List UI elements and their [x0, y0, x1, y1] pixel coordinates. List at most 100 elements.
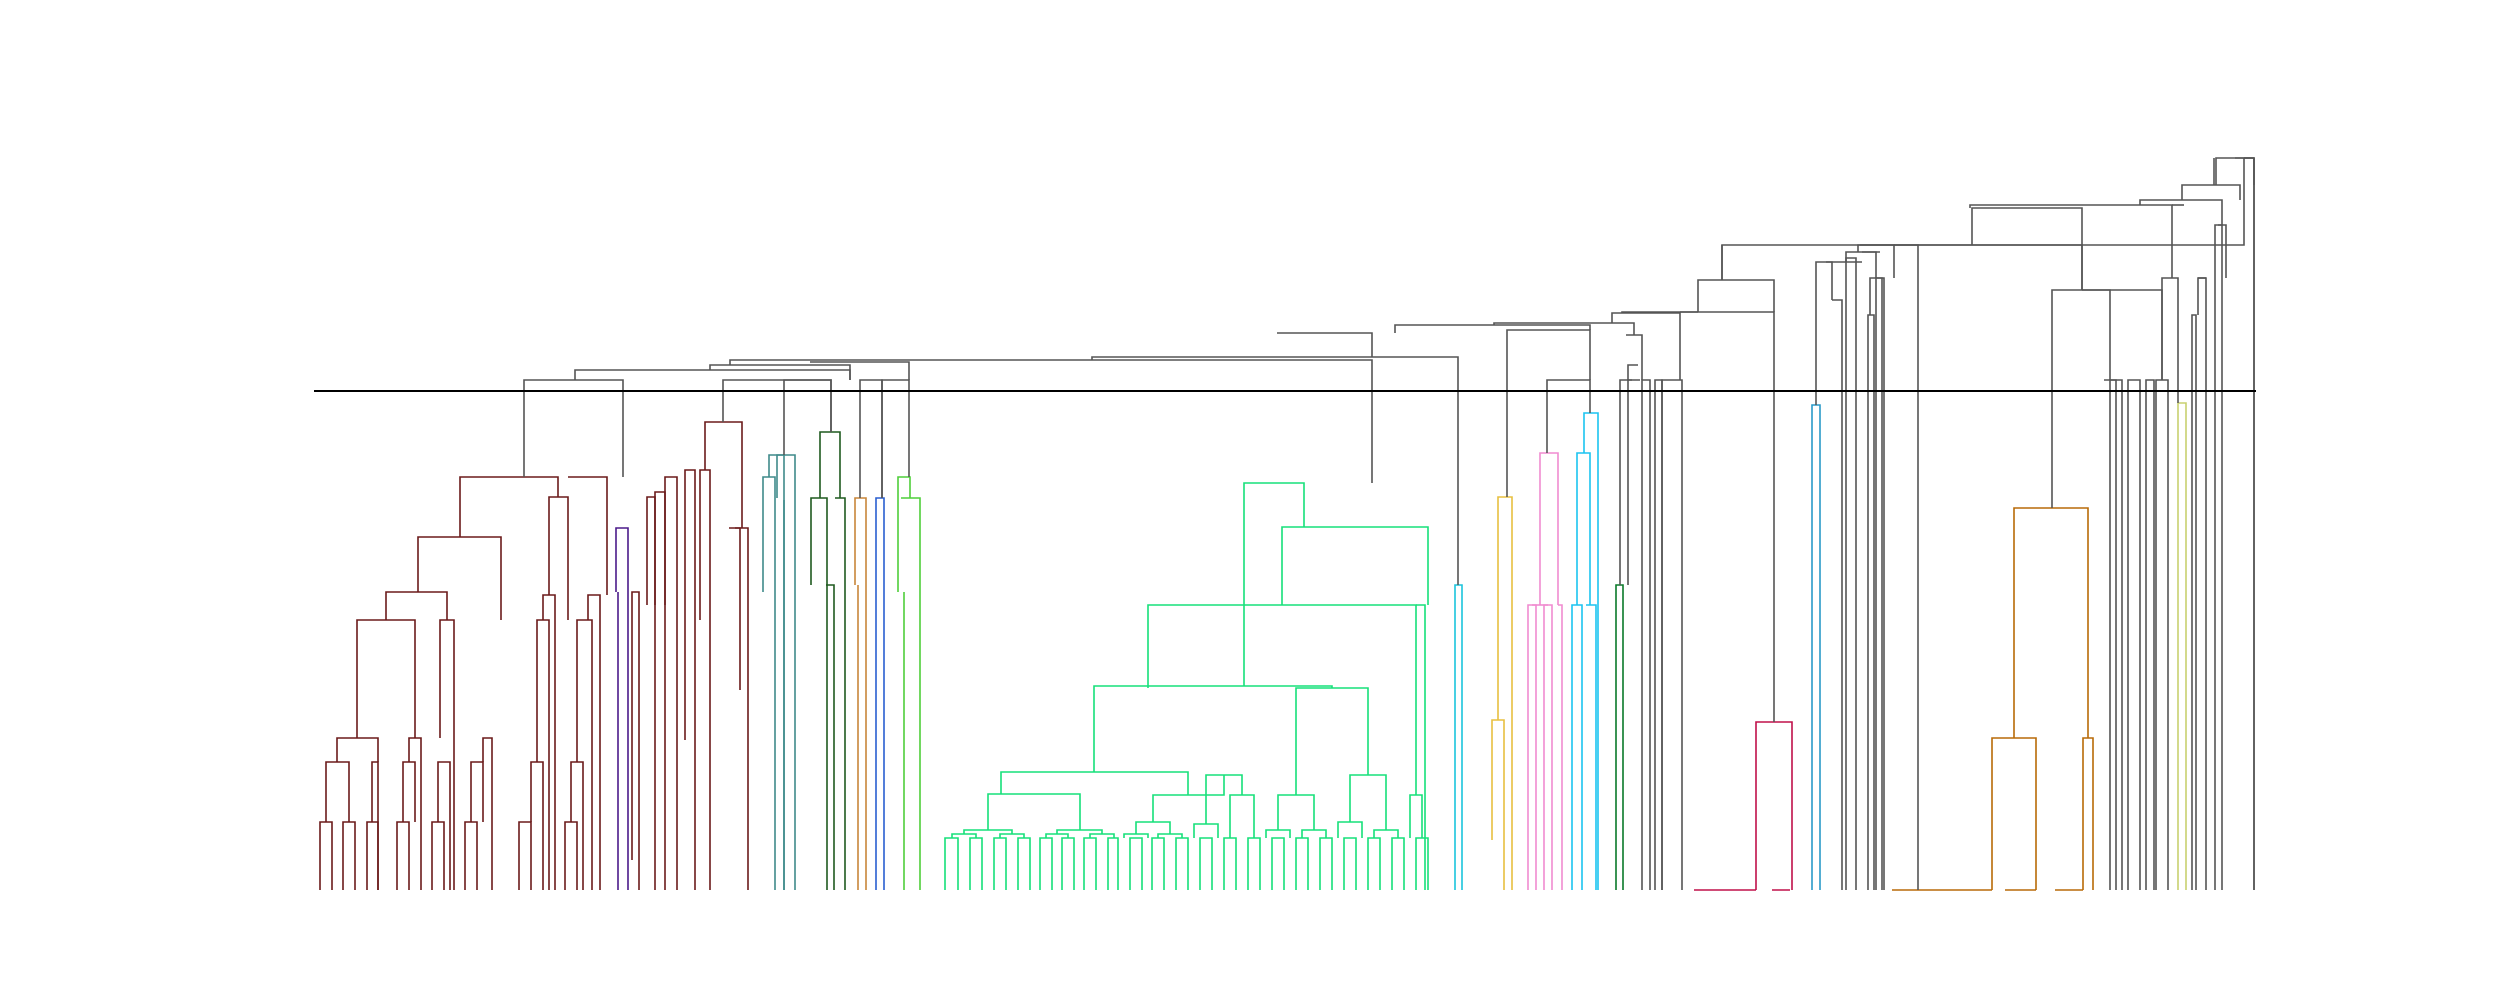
dendrogram-link [2082, 737, 2094, 890]
dendrogram-link [1373, 829, 1399, 838]
dendrogram-link [548, 496, 569, 620]
dendrogram-link [2161, 277, 2179, 403]
dendrogram-link [783, 379, 832, 455]
dendrogram-link [1391, 837, 1405, 890]
dendrogram-link [1621, 311, 1775, 722]
dendrogram-link [576, 619, 593, 890]
dendrogram-link [1815, 261, 1833, 405]
dendrogram-link [459, 476, 559, 537]
dendrogram-link [654, 491, 666, 890]
dendrogram-link [2197, 277, 2207, 890]
dendrogram-link [1894, 244, 1919, 890]
dendrogram-link [1558, 604, 1563, 890]
dendrogram-link [1091, 356, 1459, 585]
dendrogram-link [897, 476, 911, 592]
dendrogram-link [987, 793, 1081, 830]
dendrogram-link [1619, 379, 1640, 585]
dendrogram-link [482, 737, 493, 890]
dendrogram-link [2155, 379, 2169, 890]
dendrogram-link [1845, 251, 1877, 278]
dendrogram-link [1319, 837, 1333, 890]
dendrogram-link [1093, 685, 1333, 772]
dendrogram-link [574, 369, 851, 380]
dendrogram-link [1039, 837, 1053, 890]
dendrogram-link [1151, 837, 1165, 890]
dendrogram-link [2177, 402, 2187, 890]
dendrogram-link [356, 619, 416, 738]
dendrogram-link [2013, 507, 2089, 738]
dendrogram-link [854, 497, 867, 890]
dendrogram-link [1301, 829, 1327, 838]
dendrogram-link [1755, 721, 1793, 890]
dendrogram-link [1277, 332, 1373, 357]
dendrogram-link [564, 821, 578, 890]
dendrogram-link [1586, 604, 1597, 890]
dendrogram-link [2109, 379, 2123, 890]
dendrogram-link [1654, 379, 1663, 890]
dendrogram-link [1277, 794, 1315, 830]
dendrogram-links [319, 157, 2255, 891]
dendrogram-link [1343, 837, 1357, 890]
dendrogram-link [1083, 837, 1097, 890]
dendrogram-link [1991, 737, 2037, 890]
dendrogram-link [729, 527, 741, 690]
dendrogram-link [518, 821, 532, 890]
dendrogram-link [1506, 329, 1591, 497]
dendrogram-link [464, 821, 478, 890]
dendrogram-link [2181, 184, 2241, 200]
dendrogram-link [470, 761, 484, 822]
dendrogram-link [1223, 837, 1237, 890]
dendrogram-link [1107, 837, 1119, 890]
dendrogram-link [881, 379, 910, 498]
dendrogram-link [699, 469, 711, 890]
dendrogram-link [431, 821, 445, 890]
dendrogram-link [684, 469, 696, 890]
dendrogram-link [1271, 837, 1285, 890]
dendrogram-link [1971, 207, 2083, 290]
dendrogram-link [2218, 224, 2227, 278]
dendrogram-link [1972, 244, 2083, 290]
dendrogram-link [2082, 289, 2163, 380]
dendrogram-link [1409, 794, 1423, 838]
dendrogram-link [1394, 324, 1591, 333]
dendrogram-link [1493, 322, 1590, 325]
dendrogram-link [722, 379, 832, 432]
dendrogram-link [1627, 379, 1632, 585]
dendrogram-link [523, 379, 624, 477]
dendrogram-link [1061, 837, 1075, 890]
dendrogram-link [1576, 452, 1591, 605]
dendrogram-link [319, 821, 333, 890]
dendrogram-link [1416, 604, 1426, 890]
dendrogram-link [437, 761, 451, 890]
dendrogram-link [664, 476, 678, 890]
dendrogram-link [439, 619, 455, 890]
dendrogram-link [1367, 837, 1381, 890]
dendrogram-link [587, 594, 601, 890]
dendrogram-link [615, 527, 629, 890]
dendrogram-link [944, 837, 959, 890]
dendrogram-link [2145, 379, 2155, 890]
dendrogram-link [2139, 199, 2223, 225]
dendrogram-link [1875, 277, 1883, 890]
dendrogram-link [1590, 322, 1635, 335]
dendrogram-link [1611, 312, 1681, 380]
dendrogram-link [1454, 584, 1463, 890]
dendrogram-link [735, 527, 749, 890]
dendrogram-link [729, 359, 1373, 483]
dendrogram-link [1615, 584, 1624, 890]
dendrogram-link [1135, 821, 1171, 834]
dendrogram-link [1811, 404, 1821, 890]
dendrogram-link [1337, 821, 1363, 838]
dendrogram-link [969, 837, 983, 890]
dendrogram-link [1832, 299, 1843, 890]
dendrogram-link [1539, 452, 1559, 605]
dendrogram-link [1193, 823, 1219, 838]
dendrogram-link [366, 821, 379, 890]
dendrogram-link [2191, 314, 2197, 890]
dendrogram-link [1571, 604, 1583, 890]
dendrogram-link [2127, 379, 2141, 890]
dendrogram-link [2215, 157, 2255, 185]
dendrogram-link [631, 591, 640, 890]
dendrogram-link [1845, 257, 1857, 890]
